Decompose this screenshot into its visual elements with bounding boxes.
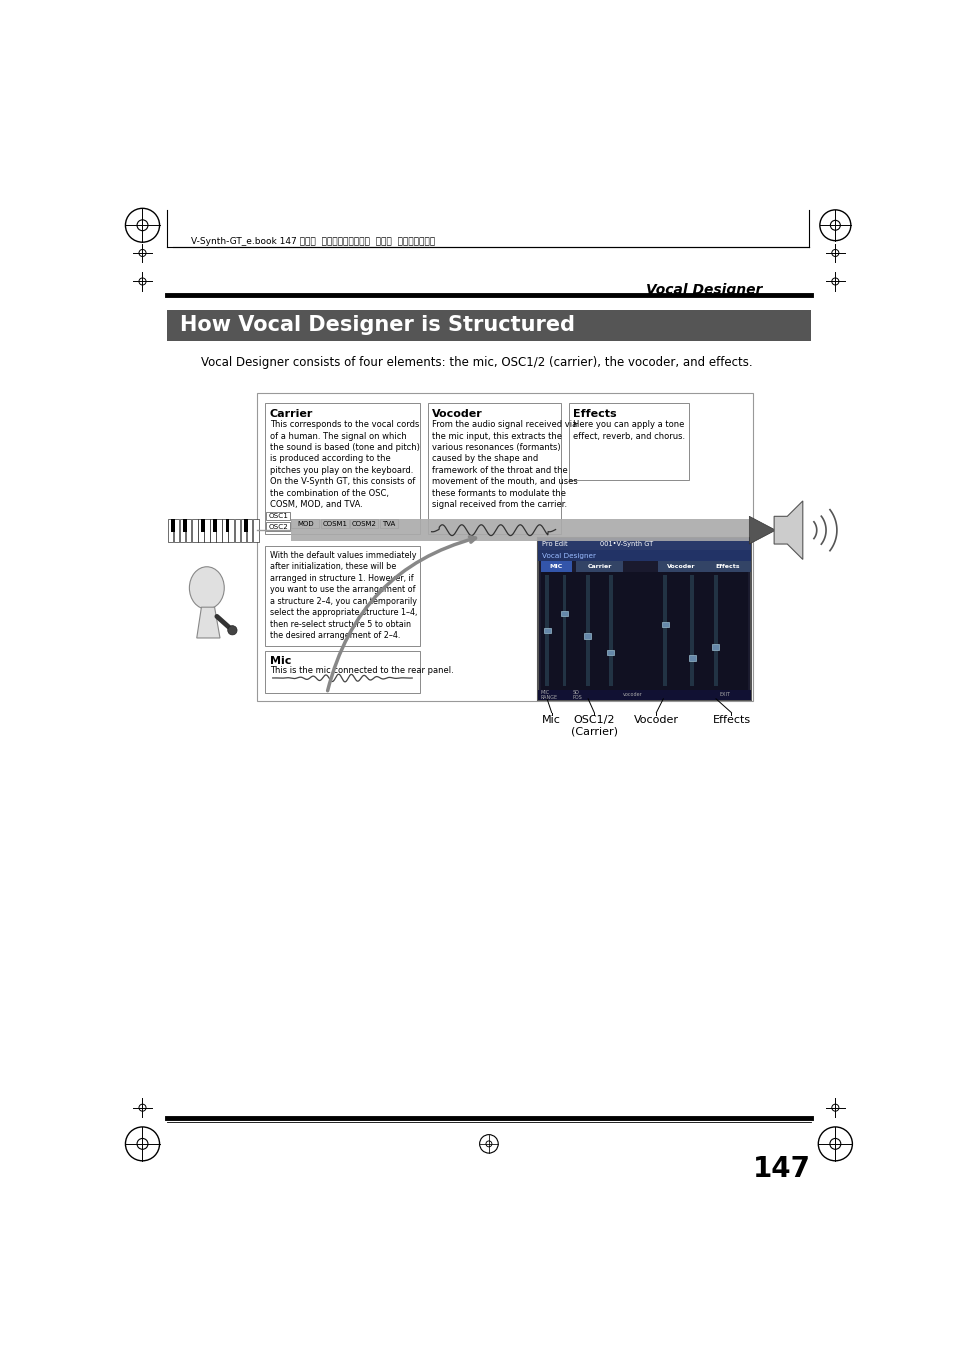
Text: Mic: Mic — [541, 715, 560, 725]
FancyBboxPatch shape — [537, 538, 750, 550]
Text: From the audio signal received via
the mic input, this extracts the
various reso: From the audio signal received via the m… — [432, 420, 578, 509]
Text: COSM1: COSM1 — [322, 520, 347, 527]
FancyBboxPatch shape — [585, 574, 589, 686]
FancyBboxPatch shape — [171, 519, 174, 532]
Text: 001•V-Synth GT: 001•V-Synth GT — [599, 540, 652, 547]
Polygon shape — [748, 516, 775, 544]
FancyBboxPatch shape — [320, 519, 348, 528]
FancyBboxPatch shape — [213, 519, 217, 532]
FancyBboxPatch shape — [204, 519, 210, 542]
FancyBboxPatch shape — [266, 512, 290, 520]
FancyBboxPatch shape — [545, 574, 549, 686]
FancyBboxPatch shape — [540, 561, 571, 571]
FancyBboxPatch shape — [266, 523, 290, 531]
FancyBboxPatch shape — [350, 519, 377, 528]
FancyBboxPatch shape — [257, 393, 753, 701]
FancyBboxPatch shape — [265, 403, 419, 534]
Text: TVA: TVA — [382, 520, 395, 527]
FancyBboxPatch shape — [540, 571, 747, 690]
FancyBboxPatch shape — [661, 621, 668, 627]
Text: V-Synth-GT_e.book 147 ページ  ２００７年４月９日  月曜日  午後１時４６分: V-Synth-GT_e.book 147 ページ ２００７年４月９日 月曜日 … — [191, 236, 435, 246]
FancyBboxPatch shape — [568, 403, 688, 480]
Text: Vocoder: Vocoder — [666, 563, 695, 569]
Text: MIC: MIC — [549, 563, 562, 569]
FancyBboxPatch shape — [167, 309, 810, 340]
Ellipse shape — [190, 567, 224, 609]
Text: How Vocal Designer is Structured: How Vocal Designer is Structured — [179, 315, 574, 335]
FancyBboxPatch shape — [216, 519, 222, 542]
Text: 147: 147 — [752, 1155, 810, 1183]
FancyBboxPatch shape — [658, 561, 703, 571]
FancyBboxPatch shape — [201, 519, 205, 532]
FancyBboxPatch shape — [179, 519, 185, 542]
FancyBboxPatch shape — [253, 519, 258, 542]
Circle shape — [228, 626, 236, 635]
FancyBboxPatch shape — [234, 519, 240, 542]
Text: This corresponds to the vocal cords
of a human. The signal on which
the sound is: This corresponds to the vocal cords of a… — [270, 420, 419, 509]
Text: Mic: Mic — [270, 655, 291, 666]
Text: MIC
RANGE: MIC RANGE — [540, 689, 558, 700]
FancyBboxPatch shape — [662, 574, 666, 686]
FancyBboxPatch shape — [192, 519, 197, 542]
FancyBboxPatch shape — [291, 519, 748, 540]
Text: OSC1/2
(Carrier): OSC1/2 (Carrier) — [570, 715, 618, 736]
FancyBboxPatch shape — [537, 550, 750, 561]
Text: Effects: Effects — [712, 715, 750, 725]
Text: OSC1: OSC1 — [268, 513, 288, 519]
FancyBboxPatch shape — [198, 519, 203, 542]
Text: Carrier: Carrier — [270, 409, 313, 419]
Text: Carrier: Carrier — [587, 563, 611, 569]
FancyBboxPatch shape — [183, 519, 187, 532]
FancyBboxPatch shape — [576, 561, 622, 571]
FancyBboxPatch shape — [608, 574, 612, 686]
Text: COSM2: COSM2 — [352, 520, 376, 527]
Text: Vocal Designer: Vocal Designer — [645, 282, 761, 297]
FancyBboxPatch shape — [225, 519, 230, 532]
Text: Pro Edit: Pro Edit — [542, 540, 567, 547]
FancyBboxPatch shape — [265, 546, 419, 646]
Text: Effects: Effects — [715, 563, 740, 569]
FancyBboxPatch shape — [168, 519, 173, 542]
FancyBboxPatch shape — [247, 519, 253, 542]
Text: With the default values immediately
after initialization, these will be
arranged: With the default values immediately afte… — [270, 551, 416, 640]
Text: OSC2: OSC2 — [268, 524, 288, 530]
Text: MOD: MOD — [296, 520, 314, 527]
Text: EXIT: EXIT — [720, 693, 730, 697]
FancyBboxPatch shape — [607, 650, 614, 655]
Polygon shape — [196, 607, 220, 638]
FancyBboxPatch shape — [543, 628, 550, 634]
FancyBboxPatch shape — [537, 690, 750, 700]
Text: vocoder: vocoder — [622, 693, 642, 697]
FancyBboxPatch shape — [713, 574, 717, 686]
FancyBboxPatch shape — [186, 519, 192, 542]
FancyBboxPatch shape — [537, 538, 750, 700]
FancyBboxPatch shape — [690, 574, 694, 686]
Text: Vocal Designer: Vocal Designer — [542, 553, 596, 558]
FancyBboxPatch shape — [562, 574, 566, 686]
Text: Vocoder: Vocoder — [432, 409, 482, 419]
Text: Vocal Designer consists of four elements: the mic, OSC1/2 (carrier), the vocoder: Vocal Designer consists of four elements… — [200, 357, 752, 369]
FancyBboxPatch shape — [244, 519, 248, 532]
FancyBboxPatch shape — [240, 519, 246, 542]
FancyBboxPatch shape — [688, 655, 695, 661]
Text: This is the mic connected to the rear panel.: This is the mic connected to the rear pa… — [270, 666, 453, 676]
FancyBboxPatch shape — [222, 519, 228, 542]
FancyBboxPatch shape — [210, 519, 215, 542]
Text: SO
POS: SO POS — [572, 689, 581, 700]
FancyBboxPatch shape — [560, 611, 567, 616]
FancyBboxPatch shape — [379, 519, 397, 528]
FancyBboxPatch shape — [291, 519, 319, 528]
Text: Effects: Effects — [573, 409, 617, 419]
FancyBboxPatch shape — [703, 561, 750, 571]
FancyBboxPatch shape — [265, 651, 419, 693]
Text: Here you can apply a tone
effect, reverb, and chorus.: Here you can apply a tone effect, reverb… — [573, 420, 685, 440]
Polygon shape — [773, 501, 802, 559]
FancyBboxPatch shape — [583, 634, 591, 639]
FancyBboxPatch shape — [427, 403, 560, 534]
FancyBboxPatch shape — [229, 519, 233, 542]
Text: Vocoder: Vocoder — [633, 715, 679, 725]
FancyBboxPatch shape — [173, 519, 179, 542]
FancyBboxPatch shape — [711, 644, 719, 650]
